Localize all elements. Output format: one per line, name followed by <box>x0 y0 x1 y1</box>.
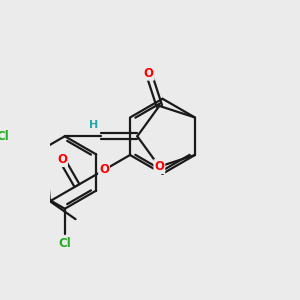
Text: H: H <box>89 120 98 130</box>
Text: Cl: Cl <box>0 130 10 143</box>
Text: O: O <box>57 153 67 166</box>
Text: O: O <box>154 160 164 173</box>
Text: Cl: Cl <box>58 237 71 250</box>
Text: O: O <box>99 164 109 176</box>
Text: O: O <box>144 67 154 80</box>
